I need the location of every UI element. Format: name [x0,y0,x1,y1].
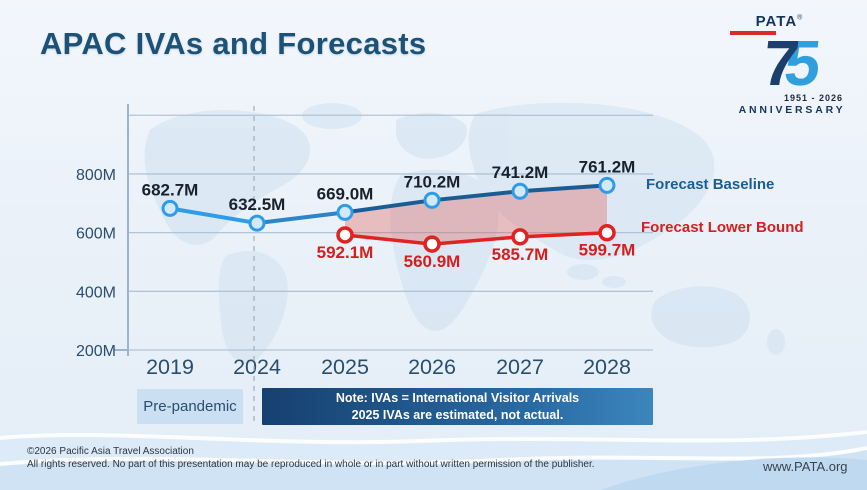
copyright-text: ©2026 Pacific Asia Travel Association [27,446,194,457]
baseline-line-segment [255,210,347,226]
baseline-line-segment [430,189,522,203]
lower-bound-point [423,235,441,253]
note-line-1: Note: IVAs = International Visitor Arriv… [335,390,580,405]
baseline-data-label: 741.2M [492,163,549,182]
logo-75-digits: 75 [730,27,854,99]
page-title: APAC IVAs and Forecasts [40,26,427,61]
forecast-band [345,185,607,245]
lower-bound-data-label: 599.7M [579,241,636,260]
note-box: Note: IVAs = International Visitor Arriv… [262,388,653,425]
baseline-point [161,199,179,217]
registered-mark: ® [797,14,803,22]
baseline-data-label: 669.0M [317,184,374,203]
lower-bound-point [511,228,529,246]
lower-bound-data-label: 560.9M [404,252,461,271]
lower-bound-point [336,226,354,244]
y-tick-label: 800M [76,167,116,184]
x-tick-label: 2027 [496,355,544,379]
baseline-data-label: 761.2M [579,157,636,176]
baseline-point [248,214,266,232]
baseline-line-segment [343,198,434,215]
pre-pandemic-label: Pre-pandemic [143,398,237,415]
baseline-point [598,176,616,194]
pata-website-link[interactable]: www.PATA.org [763,459,848,474]
lower-bound-data-label: 585.7M [492,245,549,264]
lower-bound-line [343,230,609,246]
pata-red-bar [730,31,776,35]
legend-forecast-lower-bound: Forecast Lower Bound [641,219,804,236]
legend-forecast-baseline: Forecast Baseline [646,176,775,193]
x-tick-label: 2026 [408,355,456,379]
x-tick-label: 2028 [583,355,631,379]
note-line-2: 2025 IVAs are estimated, not actual. [351,407,564,422]
pre-pandemic-label-box: Pre-pandemic [137,389,243,424]
baseline-line-segment [518,183,609,194]
pata-75-anniversary-logo: PATA® 75 1951 - 2026 ANNIVERSARY [730,14,854,116]
pata-wordmark: PATA® [707,14,851,35]
logo-digit-7: 7 [759,27,803,99]
y-tick-label: 600M [76,226,116,243]
bottom-wave-decoration [0,430,867,490]
x-tick-label: 2024 [233,355,281,379]
y-tick-label: 200M [76,343,116,360]
pata-brand-text: PATA [755,13,798,30]
lower-bound-point [598,223,616,242]
baseline-line-segment [168,206,259,226]
baseline-point [336,203,354,221]
logo-anniversary-text: ANNIVERSARY [738,104,846,116]
world-map-watermark [144,102,785,365]
x-tick-label: 2019 [146,355,194,379]
baseline-point [423,191,441,209]
baseline-data-label: 710.2M [404,172,461,191]
lower-bound-data-label: 592.1M [317,243,374,262]
baseline-data-label: 632.5M [229,195,286,214]
rights-reserved-text: All rights reserved. No part of this pre… [27,459,595,470]
x-tick-label: 2025 [321,355,369,379]
logo-years: 1951 - 2026 [783,93,843,103]
baseline-data-label: 682.7M [142,180,199,199]
baseline-point [511,182,529,200]
y-tick-label: 400M [76,284,116,301]
